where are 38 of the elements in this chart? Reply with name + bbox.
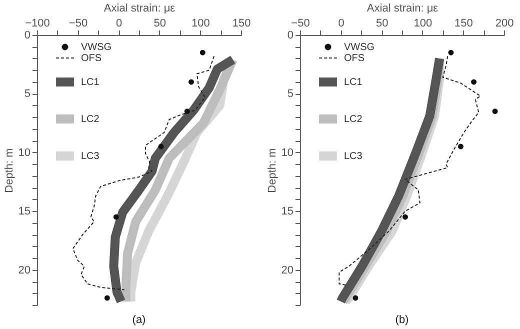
legend-label: OFS [81,53,102,64]
y-tick-label: 20 [18,264,30,276]
y-tick-label: 10 [281,146,294,159]
x-tick-label: −50 [68,18,88,30]
x-tick-label: −100 [25,18,50,30]
x-tick-label: 0 [338,18,344,30]
legend-label: LC2 [81,114,100,125]
legend-label: VWSG [81,42,112,53]
legend-label: LC1 [344,77,363,88]
x-axis-title: Axial strain: με [366,2,438,14]
y-tick-label: 0 [287,30,294,42]
x-tick-label: 200 [495,18,514,30]
legend-label: LC3 [81,151,100,162]
legend-label: LC2 [344,114,363,125]
y-tick-label: 10 [18,146,30,159]
legend-label: OFS [344,53,365,64]
y-tick-label: 5 [24,88,30,100]
x-tick-label: 150 [232,18,251,30]
text: (a) [132,314,146,326]
x-axis-title: Axial strain: με [104,2,176,14]
y-tick-label: 15 [18,206,30,218]
x-tick-label: 0 [116,18,122,30]
y-tick-label: 5 [287,88,294,100]
legend-label: VWSG [344,42,375,53]
x-tick-label: 150 [454,18,473,30]
y-axis-title: Depth: m [266,148,278,193]
x-tick-label: 50 [154,18,166,30]
y-axis-title: Depth: m [3,148,16,193]
y-tick-label: 15 [281,206,294,218]
x-tick-label: 100 [192,18,210,30]
y-tick-label: 0 [24,30,30,42]
legend-label: LC1 [81,77,100,88]
y-tick-label: 20 [281,264,294,276]
x-tick-label: 100 [414,18,432,30]
x-tick-label: 50 [376,18,388,30]
legend-label: LC3 [344,151,363,162]
text: (b) [395,314,409,326]
x-tick-label: −50 [291,18,310,30]
